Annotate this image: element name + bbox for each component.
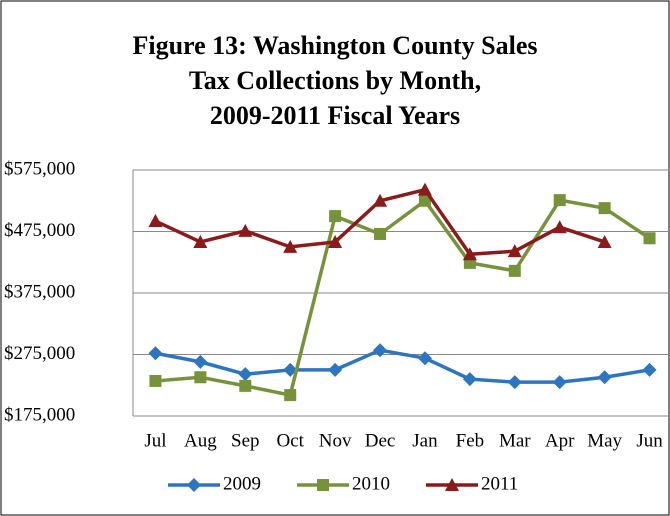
marker: [187, 478, 201, 492]
marker: [148, 214, 163, 228]
x-tick-label: Dec: [365, 430, 396, 451]
x-tick-label: May: [587, 430, 622, 451]
x-tick-label: Sep: [231, 430, 260, 451]
marker: [238, 367, 253, 382]
chart-title: Tax Collections by Month,: [189, 66, 481, 95]
x-tick-label: Mar: [499, 430, 531, 451]
marker: [418, 194, 431, 207]
y-tick-label: $275,000: [4, 343, 75, 364]
y-tick-label: $475,000: [4, 220, 75, 241]
marker: [328, 234, 343, 248]
marker: [373, 193, 388, 207]
legend-label: 2009: [223, 473, 261, 494]
marker: [417, 182, 432, 196]
marker: [193, 354, 208, 369]
marker: [373, 343, 388, 358]
series-line: [155, 198, 651, 398]
x-tick-label: Jun: [636, 430, 663, 451]
marker: [283, 239, 298, 253]
marker: [552, 220, 567, 234]
marker: [374, 227, 387, 240]
marker: [507, 375, 522, 390]
marker: [194, 371, 207, 384]
x-tick-label: Oct: [276, 430, 304, 451]
marker: [552, 375, 567, 390]
marker: [329, 210, 342, 223]
series-line: [155, 348, 650, 384]
marker: [462, 372, 477, 387]
marker: [283, 362, 298, 377]
x-tick-label: Aug: [184, 430, 217, 451]
legend-label: 2011: [481, 473, 518, 494]
marker: [238, 223, 253, 237]
marker: [462, 247, 477, 261]
marker: [149, 374, 162, 387]
marker: [553, 194, 566, 207]
marker: [284, 389, 297, 402]
x-tick-label: Jul: [144, 430, 166, 451]
marker: [193, 234, 208, 248]
marker: [508, 264, 521, 277]
marker: [317, 479, 329, 491]
y-tick-label: $375,000: [4, 281, 75, 302]
marker: [328, 362, 343, 377]
legend-label: 2010: [352, 473, 390, 494]
marker: [598, 202, 611, 215]
marker: [597, 370, 612, 385]
marker: [643, 232, 656, 245]
x-tick-label: Apr: [545, 430, 575, 451]
marker: [507, 244, 522, 258]
chart-title: 2009-2011 Fiscal Years: [210, 101, 460, 130]
x-tick-label: Nov: [319, 430, 352, 451]
x-tick-label: Feb: [456, 430, 485, 451]
chart-title: Figure 13: Washington County Sales: [132, 31, 537, 60]
marker: [445, 478, 459, 491]
marker: [597, 234, 612, 248]
y-tick-label: $575,000: [4, 158, 75, 179]
marker: [148, 346, 163, 361]
y-tick-label: $175,000: [4, 404, 75, 425]
marker: [417, 351, 432, 366]
marker: [239, 379, 252, 392]
marker: [642, 362, 657, 377]
x-tick-label: Jan: [412, 430, 438, 451]
